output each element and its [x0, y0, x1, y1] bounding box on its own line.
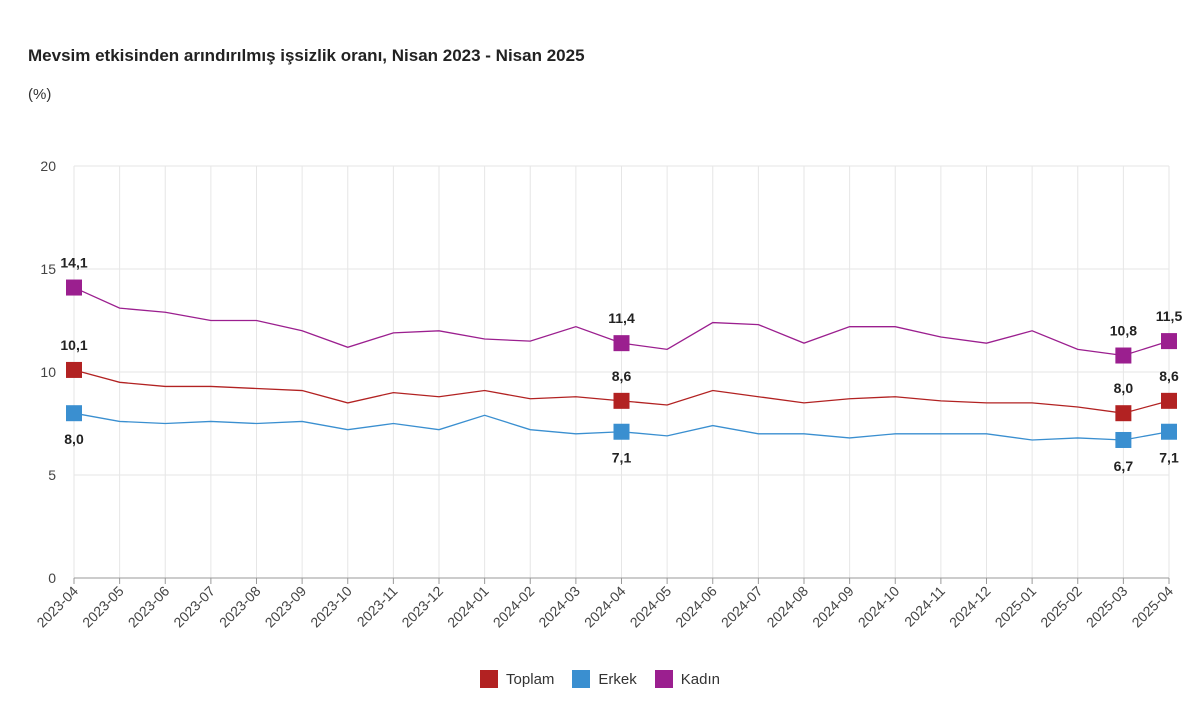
y-tick-label: 5 — [48, 467, 56, 483]
chart-title: Mevsim etkisinden arındırılmış işsizlik … — [28, 46, 585, 65]
data-label: 11,4 — [608, 310, 635, 326]
data-point-marker — [66, 361, 82, 378]
data-point-marker — [66, 405, 82, 422]
x-tick-label: 2024-08 — [763, 583, 811, 631]
legend-swatch-kadin — [654, 670, 673, 688]
x-tick-label: 2025-03 — [1083, 583, 1131, 631]
data-label: 8,0 — [1114, 380, 1134, 396]
legend-label-kadin: Kadın — [680, 670, 720, 688]
legend-label-erkek: Erkek — [598, 670, 637, 688]
legend-swatch-toplam — [480, 670, 499, 688]
data-point-marker — [1115, 347, 1132, 364]
data-point-marker — [1115, 431, 1132, 448]
x-tick-label: 2023-07 — [170, 583, 218, 631]
data-label: 8,0 — [64, 431, 84, 447]
x-tick-label: 2024-04 — [581, 583, 629, 631]
legend-item-kadin[interactable]: Kadın — [654, 670, 720, 688]
x-tick-label: 2024-10 — [855, 583, 903, 631]
data-label: 10,1 — [60, 337, 87, 353]
data-point-marker — [1161, 333, 1177, 350]
legend-item-toplam[interactable]: Toplam — [480, 670, 554, 688]
y-tick-label: 0 — [48, 570, 56, 586]
x-tick-label: 2025-02 — [1037, 583, 1085, 631]
x-tick-label: 2024-07 — [718, 583, 766, 631]
x-tick-label: 2023-06 — [125, 583, 173, 631]
y-tick-label: 20 — [40, 158, 56, 174]
data-label: 6,7 — [1114, 458, 1134, 474]
data-label: 11,5 — [1156, 308, 1183, 324]
legend-label-toplam: Toplam — [506, 670, 555, 688]
x-tick-label: 2024-03 — [535, 583, 583, 631]
x-tick-label: 2025-04 — [1128, 583, 1176, 631]
data-point-marker — [613, 335, 630, 352]
data-label: 8,6 — [1159, 368, 1179, 384]
data-label: 14,1 — [60, 255, 87, 271]
data-label: 10,8 — [1110, 323, 1137, 339]
x-tick-label: 2023-09 — [262, 583, 310, 631]
x-tick-label: 2023-11 — [354, 583, 401, 630]
x-tick-label: 2023-08 — [216, 583, 264, 631]
y-tick-label: 15 — [40, 261, 56, 277]
x-tick-label: 2024-01 — [444, 583, 492, 631]
data-label: 7,1 — [1159, 450, 1179, 466]
y-tick-label: 10 — [40, 364, 56, 380]
x-tick-label: 2023-12 — [398, 583, 446, 631]
x-tick-label: 2024-02 — [490, 583, 538, 631]
x-tick-label: 2023-10 — [307, 583, 355, 631]
data-point-marker — [66, 279, 82, 296]
chart-legend: Toplam Erkek Kadın — [0, 670, 1200, 688]
unit-label: (%) — [28, 86, 52, 103]
data-label: 8,6 — [612, 368, 632, 384]
legend-swatch-erkek — [572, 670, 591, 688]
legend-item-erkek[interactable]: Erkek — [572, 670, 637, 688]
x-tick-label: 2024-11 — [901, 583, 948, 630]
x-tick-label: 2024-06 — [672, 583, 720, 631]
data-point-marker — [613, 423, 630, 440]
data-point-marker — [1161, 423, 1177, 440]
x-tick-label: 2024-05 — [627, 583, 675, 631]
data-point-marker — [1115, 405, 1132, 422]
data-label: 7,1 — [612, 450, 632, 466]
x-tick-label: 2024-12 — [946, 583, 994, 631]
x-tick-label: 2024-09 — [809, 583, 857, 631]
data-point-marker — [1161, 392, 1177, 409]
data-point-marker — [613, 392, 630, 409]
x-tick-label: 2025-01 — [992, 583, 1040, 631]
x-tick-label: 2023-04 — [33, 583, 81, 631]
x-tick-label: 2023-05 — [79, 583, 127, 631]
